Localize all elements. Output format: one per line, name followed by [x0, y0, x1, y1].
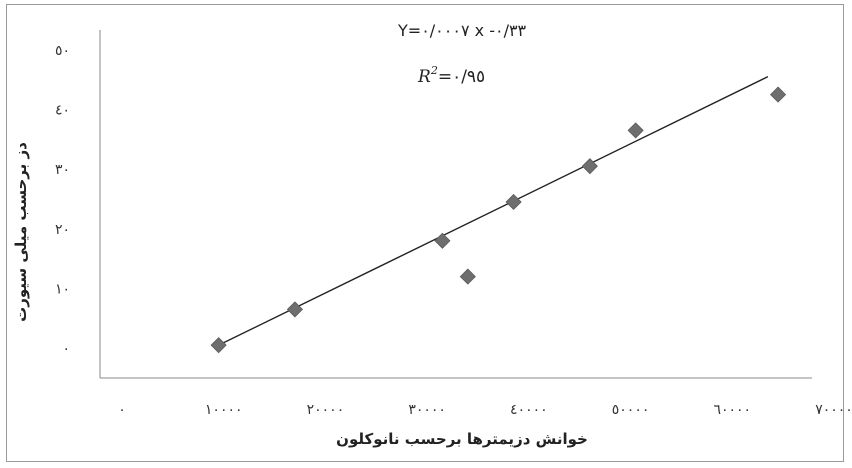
y-tick-label: ٣٠ [55, 162, 70, 178]
data-point [581, 158, 598, 175]
r-squared-exponent: 2 [430, 64, 438, 77]
y-tick-label: ٢٠ [55, 222, 70, 238]
data-point [286, 301, 303, 318]
y-tick-label: ٥٠ [55, 43, 70, 59]
y-tick-label: ٠ [62, 341, 70, 357]
y-tick-label: ١٠ [55, 282, 70, 298]
x-tick-labels: ٠ ١٠٠٠٠ ٢٠٠٠٠ ٣٠٠٠٠ ٤٠٠٠٠ ٥٠٠٠٠ ٦٠٠٠٠ ٧٠٠٠٠ [118, 402, 852, 418]
x-tick-label: ٥٠٠٠٠ [612, 402, 650, 418]
y-tick-label: ٤٠ [55, 103, 70, 119]
r-squared-label: R2=٠/٩٥ [417, 64, 485, 87]
x-tick-label: ١٠٠٠٠ [205, 402, 243, 418]
data-point [459, 268, 476, 285]
data-point [505, 193, 522, 211]
x-tick-label: ٠ [118, 402, 126, 418]
x-tick-label: ٦٠٠٠٠ [713, 402, 751, 418]
data-point [434, 232, 451, 249]
data-point [769, 86, 787, 103]
data-point [210, 337, 227, 354]
x-tick-label: ٣٠٠٠٠ [408, 402, 446, 418]
trendline [218, 76, 769, 346]
trendline-equation: Y=٠/٠٠٠٧ x -٠/٣٣ [397, 21, 527, 40]
axes [99, 30, 812, 379]
x-axis-title: خوانش دزیمترها برحسب نانوکلون [336, 430, 588, 448]
trendline-layer [218, 76, 769, 346]
data-point [627, 122, 644, 139]
x-tick-label: ٢٠٠٠٠ [307, 402, 345, 418]
chart-frame [6, 4, 844, 462]
y-axis-title: دز برحسب میلی سیورت [12, 142, 30, 322]
x-tick-label: ٤٠٠٠٠ [510, 402, 548, 418]
points-layer [210, 86, 787, 354]
r-squared-symbol: R [417, 67, 431, 87]
r-squared-value: =٠/٩٥ [438, 67, 485, 87]
y-tick-labels: ٠ ١٠ ٢٠ ٣٠ ٤٠ ٥٠ [55, 43, 70, 357]
x-tick-label: ٧٠٠٠٠ [815, 402, 852, 418]
